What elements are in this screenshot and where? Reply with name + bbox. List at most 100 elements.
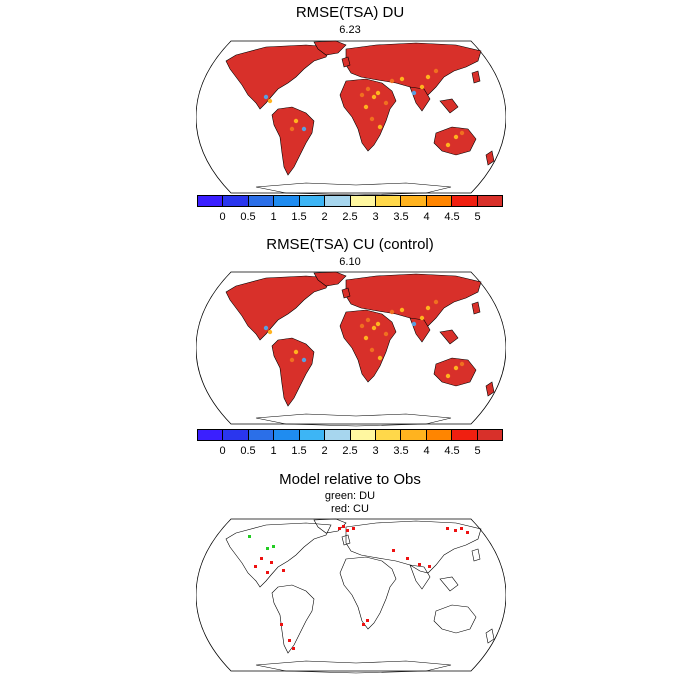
map-du: [196, 40, 506, 196]
cu-marker: [292, 647, 295, 650]
map-relative: [196, 518, 506, 674]
colorbar-swatch: [375, 430, 402, 440]
landmass-sea: [439, 329, 459, 345]
cu-marker: [428, 565, 431, 568]
grid-cell: [363, 104, 369, 110]
map-cu: [196, 271, 506, 427]
landmass-green: [313, 40, 347, 56]
colorbar-tick-label: 2.5: [342, 445, 358, 457]
landmass-nz: [485, 150, 495, 166]
colorbar-du-labels: 0 0.5 1 1.5 2 2.5 3 3.5 4 4.5 5: [197, 211, 503, 225]
colorbar-swatch: [325, 196, 351, 206]
landmass-nz: [485, 628, 495, 644]
colorbar-tick-label: 0: [219, 211, 226, 223]
grid-cell: [459, 130, 465, 136]
landmass-nz: [485, 381, 495, 397]
grid-cell: [433, 68, 439, 74]
landmass-uk: [341, 287, 351, 299]
colorbar-swatch: [325, 430, 351, 440]
colorbar-swatch: [375, 196, 402, 206]
cu-marker: [454, 529, 457, 532]
grid-cell: [433, 299, 439, 305]
cu-marker: [270, 561, 273, 564]
landmass-eur: [345, 520, 482, 574]
panel3-title: Model relative to Obs: [279, 471, 421, 488]
colorbar-swatch: [274, 196, 300, 206]
colorbar-swatch: [223, 196, 249, 206]
cu-marker: [406, 557, 409, 560]
grid-cell: [377, 355, 383, 361]
grid-cell: [363, 335, 369, 341]
grid-cell: [371, 325, 377, 331]
globe-outline: [196, 518, 506, 672]
colorbar-tick-label: 0.5: [240, 445, 256, 457]
cu-marker: [446, 527, 449, 530]
cu-marker: [342, 525, 345, 528]
grid-cell: [359, 92, 365, 98]
colorbar-tick-label: 4.5: [444, 211, 460, 223]
grid-cell: [263, 94, 269, 100]
colorbar-tick-label: 4: [423, 211, 430, 223]
landmass-sea: [439, 98, 459, 114]
colorbar-tick-label: 2: [321, 445, 328, 457]
colorbar-cu-labels: 0 0.5 1 1.5 2 2.5 3 3.5 4 4.5 5: [197, 445, 503, 459]
grid-cell: [425, 74, 431, 80]
grid-cell: [289, 126, 295, 132]
landmass-afr: [339, 309, 397, 383]
landmass-jp: [471, 70, 481, 84]
colorbar-swatch: [198, 196, 224, 206]
grid-cell: [301, 357, 307, 363]
colorbar-tick-label: 5: [474, 211, 481, 223]
grid-cell: [369, 347, 375, 353]
colorbar-tick-label: 3: [372, 445, 379, 457]
grid-cell: [371, 94, 377, 100]
panel2-title: RMSE(TSA) CU (control): [266, 236, 434, 253]
landmass-sa: [271, 106, 315, 176]
colorbar-tick-label: 1: [270, 445, 277, 457]
panel3-subtitle-red: red: CU: [331, 503, 369, 515]
landmass-sea: [439, 576, 459, 592]
colorbar-swatch: [477, 430, 503, 440]
cu-marker: [362, 623, 365, 626]
grid-cell: [365, 317, 371, 323]
cu-marker: [346, 529, 349, 532]
grid-cell: [263, 325, 269, 331]
colorbar-swatch: [477, 196, 503, 206]
du-marker: [266, 547, 269, 550]
landmass-aus: [433, 357, 477, 387]
cu-marker: [266, 571, 269, 574]
landmass-sa: [271, 584, 315, 654]
grid-cell: [411, 90, 417, 96]
panel2-subtitle: 6.10: [339, 256, 361, 268]
grid-cell: [301, 126, 307, 132]
colorbar-swatch: [401, 196, 427, 206]
grid-cell: [293, 349, 299, 355]
landmass-eur: [345, 273, 482, 327]
colorbar-swatch: [452, 196, 478, 206]
colorbar-swatch: [350, 196, 376, 206]
cu-marker: [418, 563, 421, 566]
grid-cell: [419, 315, 425, 321]
grid-cell: [425, 305, 431, 311]
colorbar-swatch: [401, 430, 427, 440]
colorbar-swatch: [350, 430, 376, 440]
colorbar-tick-label: 5: [474, 445, 481, 457]
landmass-uk: [341, 56, 351, 68]
colorbar-tick-label: 4: [423, 445, 430, 457]
grid-cell: [453, 134, 459, 140]
landmass-afr: [339, 78, 397, 152]
grid-cell: [383, 100, 389, 106]
colorbar-swatch: [248, 430, 275, 440]
grid-cell: [459, 361, 465, 367]
colorbar-swatch: [426, 196, 453, 206]
cu-marker: [460, 527, 463, 530]
grid-cell: [383, 331, 389, 337]
grid-cell: [377, 124, 383, 130]
landmass-antarctica: [255, 413, 452, 427]
landmass-eur: [345, 42, 482, 96]
colorbar-tick-label: 3: [372, 211, 379, 223]
cu-marker: [352, 527, 355, 530]
grid-cell: [419, 84, 425, 90]
landmass-jp: [471, 548, 481, 562]
grid-cell: [389, 78, 395, 84]
